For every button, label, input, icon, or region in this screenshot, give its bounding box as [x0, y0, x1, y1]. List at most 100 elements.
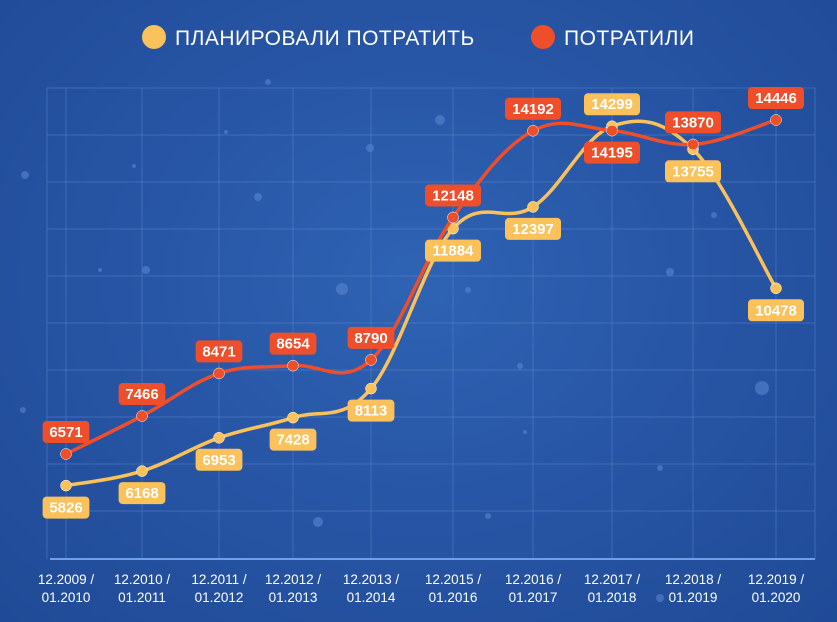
- data-label-spent: 14195: [584, 141, 640, 164]
- data-label-badge: [748, 87, 804, 109]
- data-label-planned: 6953: [195, 448, 243, 471]
- data-label-text: 8654: [276, 336, 310, 353]
- data-label-badge: [748, 299, 804, 322]
- data-label-text: 6168: [125, 485, 158, 502]
- data-label-badge: [118, 383, 166, 406]
- data-label-text: 12397: [512, 221, 554, 238]
- data-point-spent: [606, 124, 618, 137]
- x-tick-label: 12.2011 /: [191, 572, 247, 587]
- data-label-planned: 6168: [118, 482, 166, 505]
- x-tick-label: 12.2012 /: [265, 572, 322, 587]
- data-label-planned: 5826: [42, 496, 90, 519]
- data-label-badge: [118, 482, 166, 505]
- data-label-badge: [347, 399, 395, 422]
- background-dots: [20, 79, 769, 602]
- data-label-planned: 8113: [347, 399, 395, 422]
- data-label-planned: 7428: [269, 428, 317, 451]
- data-label-badge: [42, 421, 90, 443]
- data-point-spent: [287, 359, 299, 372]
- legend-spent-marker: [531, 25, 555, 49]
- data-label-text: 11884: [433, 243, 475, 260]
- data-label-spent: 8790: [347, 326, 395, 349]
- data-label-text: 6571: [49, 424, 82, 441]
- legend-planned-label: ПЛАНИРОВАЛИ ПОТРАТИТЬ: [175, 27, 475, 50]
- data-label-text: 7428: [276, 432, 309, 449]
- data-point-spent: [213, 367, 225, 380]
- x-tick-label: 12.2013 /: [343, 572, 400, 587]
- data-label-text: 14299: [591, 96, 633, 113]
- x-tick-label: 01.2012: [195, 590, 244, 605]
- x-tick-labels: 12.2009 / 01.2010 12.2010 / 01.2011 12.2011 …: [38, 572, 805, 605]
- data-label-badge: [505, 217, 561, 240]
- data-label-text: 14192: [512, 101, 554, 118]
- data-point-planned: [60, 479, 72, 492]
- data-point-spent: [770, 114, 782, 126]
- data-label-spent: 12148: [425, 184, 481, 207]
- data-label-badge: [269, 332, 317, 355]
- x-tick-label: 12.2018 /: [665, 572, 722, 587]
- data-label-badge: [665, 111, 721, 134]
- data-label-spent: 13870: [665, 111, 721, 134]
- data-label-spent: 6571: [42, 421, 90, 443]
- data-label-spent: 8654: [269, 332, 317, 355]
- legend: ПЛАНИРОВАЛИ ПОТРАТИТЬ ПОТРАТИЛИ: [142, 25, 695, 50]
- x-tick-label: 01.2017: [509, 590, 558, 605]
- legend-spent-label: ПОТРАТИЛИ: [564, 27, 695, 50]
- data-point-spent: [136, 410, 148, 422]
- legend-planned-marker: [142, 25, 166, 49]
- data-label-text: 13870: [672, 114, 714, 131]
- data-label-badge: [665, 160, 721, 183]
- x-tick-label: 12.2016 /: [505, 572, 562, 587]
- data-label-spent: 7466: [118, 383, 166, 406]
- data-label-badge: [269, 428, 317, 451]
- x-tick-label: 01.2016: [429, 590, 478, 605]
- data-label-planned: 13755: [665, 160, 721, 183]
- data-label-planned: 14299: [584, 93, 640, 116]
- series-line-spent: [64, 118, 778, 456]
- data-label-text: 13755: [672, 163, 714, 180]
- x-tick-label: 01.2014: [347, 590, 396, 605]
- x-tick-label: 12.2019 /: [748, 572, 805, 587]
- x-tick-label: 12.2015 /: [425, 572, 482, 587]
- data-label-badge: [195, 448, 243, 471]
- data-label-badge: [505, 97, 561, 120]
- data-point-spent: [365, 354, 377, 366]
- data-label-badge: [425, 184, 481, 207]
- data-point-spent: [527, 125, 539, 137]
- data-point-planned: [527, 201, 539, 213]
- data-label-spent: 14192: [505, 97, 561, 120]
- data-point-planned: [770, 282, 782, 295]
- data-label-text: 12148: [432, 187, 474, 204]
- x-tick-label: 01.2013: [269, 590, 318, 605]
- data-label-text: 8790: [354, 330, 387, 347]
- data-point-spent: [447, 211, 459, 224]
- data-point-planned: [365, 382, 377, 395]
- x-tick-label: 01.2011: [118, 590, 166, 605]
- x-tick-label: 01.2019: [669, 590, 718, 605]
- data-label-text: 6953: [202, 452, 235, 469]
- data-label-planned: 10478: [748, 299, 804, 322]
- data-label-text: 14195: [591, 145, 633, 162]
- data-label-badge: [347, 326, 395, 349]
- x-tick-label: 12.2010 /: [114, 572, 171, 587]
- series-spent: [60, 114, 782, 460]
- data-point-spent: [687, 138, 699, 151]
- data-label-badge: [584, 93, 640, 116]
- grid: [46, 87, 816, 559]
- data-point-spent: [60, 448, 72, 460]
- data-label-text: 10478: [755, 302, 797, 319]
- data-label-text: 8113: [355, 403, 388, 420]
- x-tick-label: 12.2017 /: [584, 572, 641, 587]
- data-label-badge: [42, 496, 90, 519]
- data-label-text: 8471: [202, 343, 235, 360]
- data-point-planned: [213, 432, 225, 444]
- data-label-text: 5826: [49, 500, 82, 517]
- x-tick-label: 01.2018: [588, 590, 637, 605]
- data-label-spent: 14446: [748, 87, 804, 109]
- data-label-text: 7466: [125, 386, 158, 403]
- data-labels: 5826 6168 6953 7428 8113 11884 12397 14299 13755…: [42, 87, 804, 519]
- data-label-planned: 11884: [425, 239, 481, 262]
- data-point-planned: [287, 411, 299, 424]
- x-tick-label: 01.2020: [752, 590, 801, 605]
